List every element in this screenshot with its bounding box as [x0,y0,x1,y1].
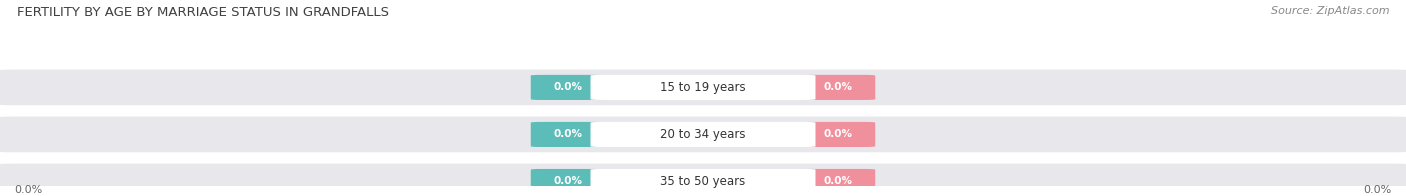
Text: 35 to 50 years: 35 to 50 years [661,175,745,188]
Text: 0.0%: 0.0% [14,185,42,195]
Text: Source: ZipAtlas.com: Source: ZipAtlas.com [1271,6,1389,16]
FancyBboxPatch shape [0,70,1406,105]
Text: 0.0%: 0.0% [1364,185,1392,195]
FancyBboxPatch shape [591,122,815,147]
Text: 0.0%: 0.0% [824,176,853,187]
FancyBboxPatch shape [531,75,605,100]
Text: FERTILITY BY AGE BY MARRIAGE STATUS IN GRANDFALLS: FERTILITY BY AGE BY MARRIAGE STATUS IN G… [17,6,389,19]
Text: 0.0%: 0.0% [553,82,582,93]
FancyBboxPatch shape [801,75,875,100]
Text: 0.0%: 0.0% [824,129,853,140]
Text: 15 to 19 years: 15 to 19 years [661,81,745,94]
FancyBboxPatch shape [0,117,1406,152]
FancyBboxPatch shape [0,164,1406,196]
FancyBboxPatch shape [801,122,875,147]
FancyBboxPatch shape [591,75,815,100]
Text: 0.0%: 0.0% [553,129,582,140]
Text: 20 to 34 years: 20 to 34 years [661,128,745,141]
Text: 0.0%: 0.0% [553,176,582,187]
FancyBboxPatch shape [591,169,815,194]
FancyBboxPatch shape [531,169,605,194]
FancyBboxPatch shape [801,169,875,194]
Text: 0.0%: 0.0% [824,82,853,93]
FancyBboxPatch shape [531,122,605,147]
